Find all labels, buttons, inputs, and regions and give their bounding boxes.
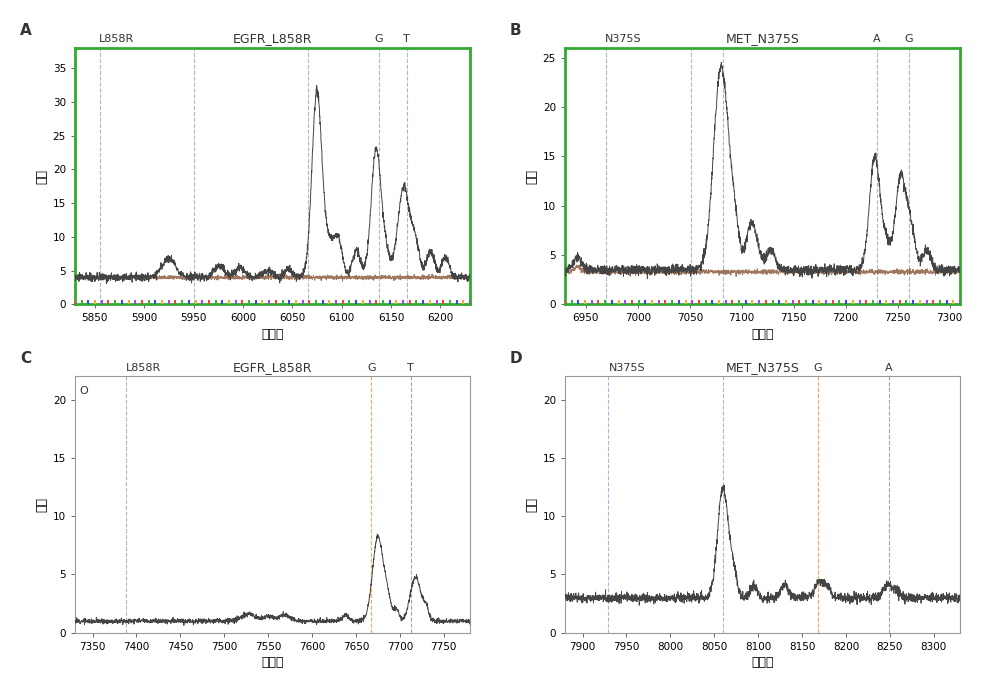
Text: A: A	[20, 23, 32, 38]
Y-axis label: 强度: 强度	[526, 497, 539, 512]
Text: T: T	[403, 34, 410, 44]
Text: C: C	[20, 351, 31, 366]
Title: MET_N375S: MET_N375S	[726, 360, 799, 373]
X-axis label: 分子量: 分子量	[751, 656, 774, 669]
Text: N375S: N375S	[608, 363, 645, 373]
Y-axis label: 强度: 强度	[36, 497, 49, 512]
Text: G: G	[813, 363, 822, 373]
X-axis label: 分子量: 分子量	[751, 328, 774, 341]
X-axis label: 分子量: 分子量	[261, 656, 284, 669]
Text: G: G	[904, 34, 913, 44]
Text: G: G	[375, 34, 383, 44]
Text: A: A	[873, 34, 881, 44]
X-axis label: 分子量: 分子量	[261, 328, 284, 341]
Text: B: B	[510, 23, 522, 38]
Text: L858R: L858R	[99, 34, 134, 44]
Text: T: T	[407, 363, 414, 373]
Text: D: D	[510, 351, 523, 366]
Text: N375S: N375S	[604, 34, 641, 44]
Text: O: O	[79, 386, 88, 397]
Title: MET_N375S: MET_N375S	[726, 32, 799, 45]
Text: A: A	[885, 363, 893, 373]
Title: EGFR_L858R: EGFR_L858R	[233, 32, 312, 45]
Y-axis label: 强度: 强度	[36, 169, 49, 183]
Text: L858R: L858R	[126, 363, 162, 373]
Title: EGFR_L858R: EGFR_L858R	[233, 360, 312, 373]
Y-axis label: 强度: 强度	[526, 169, 539, 183]
Text: G: G	[367, 363, 376, 373]
